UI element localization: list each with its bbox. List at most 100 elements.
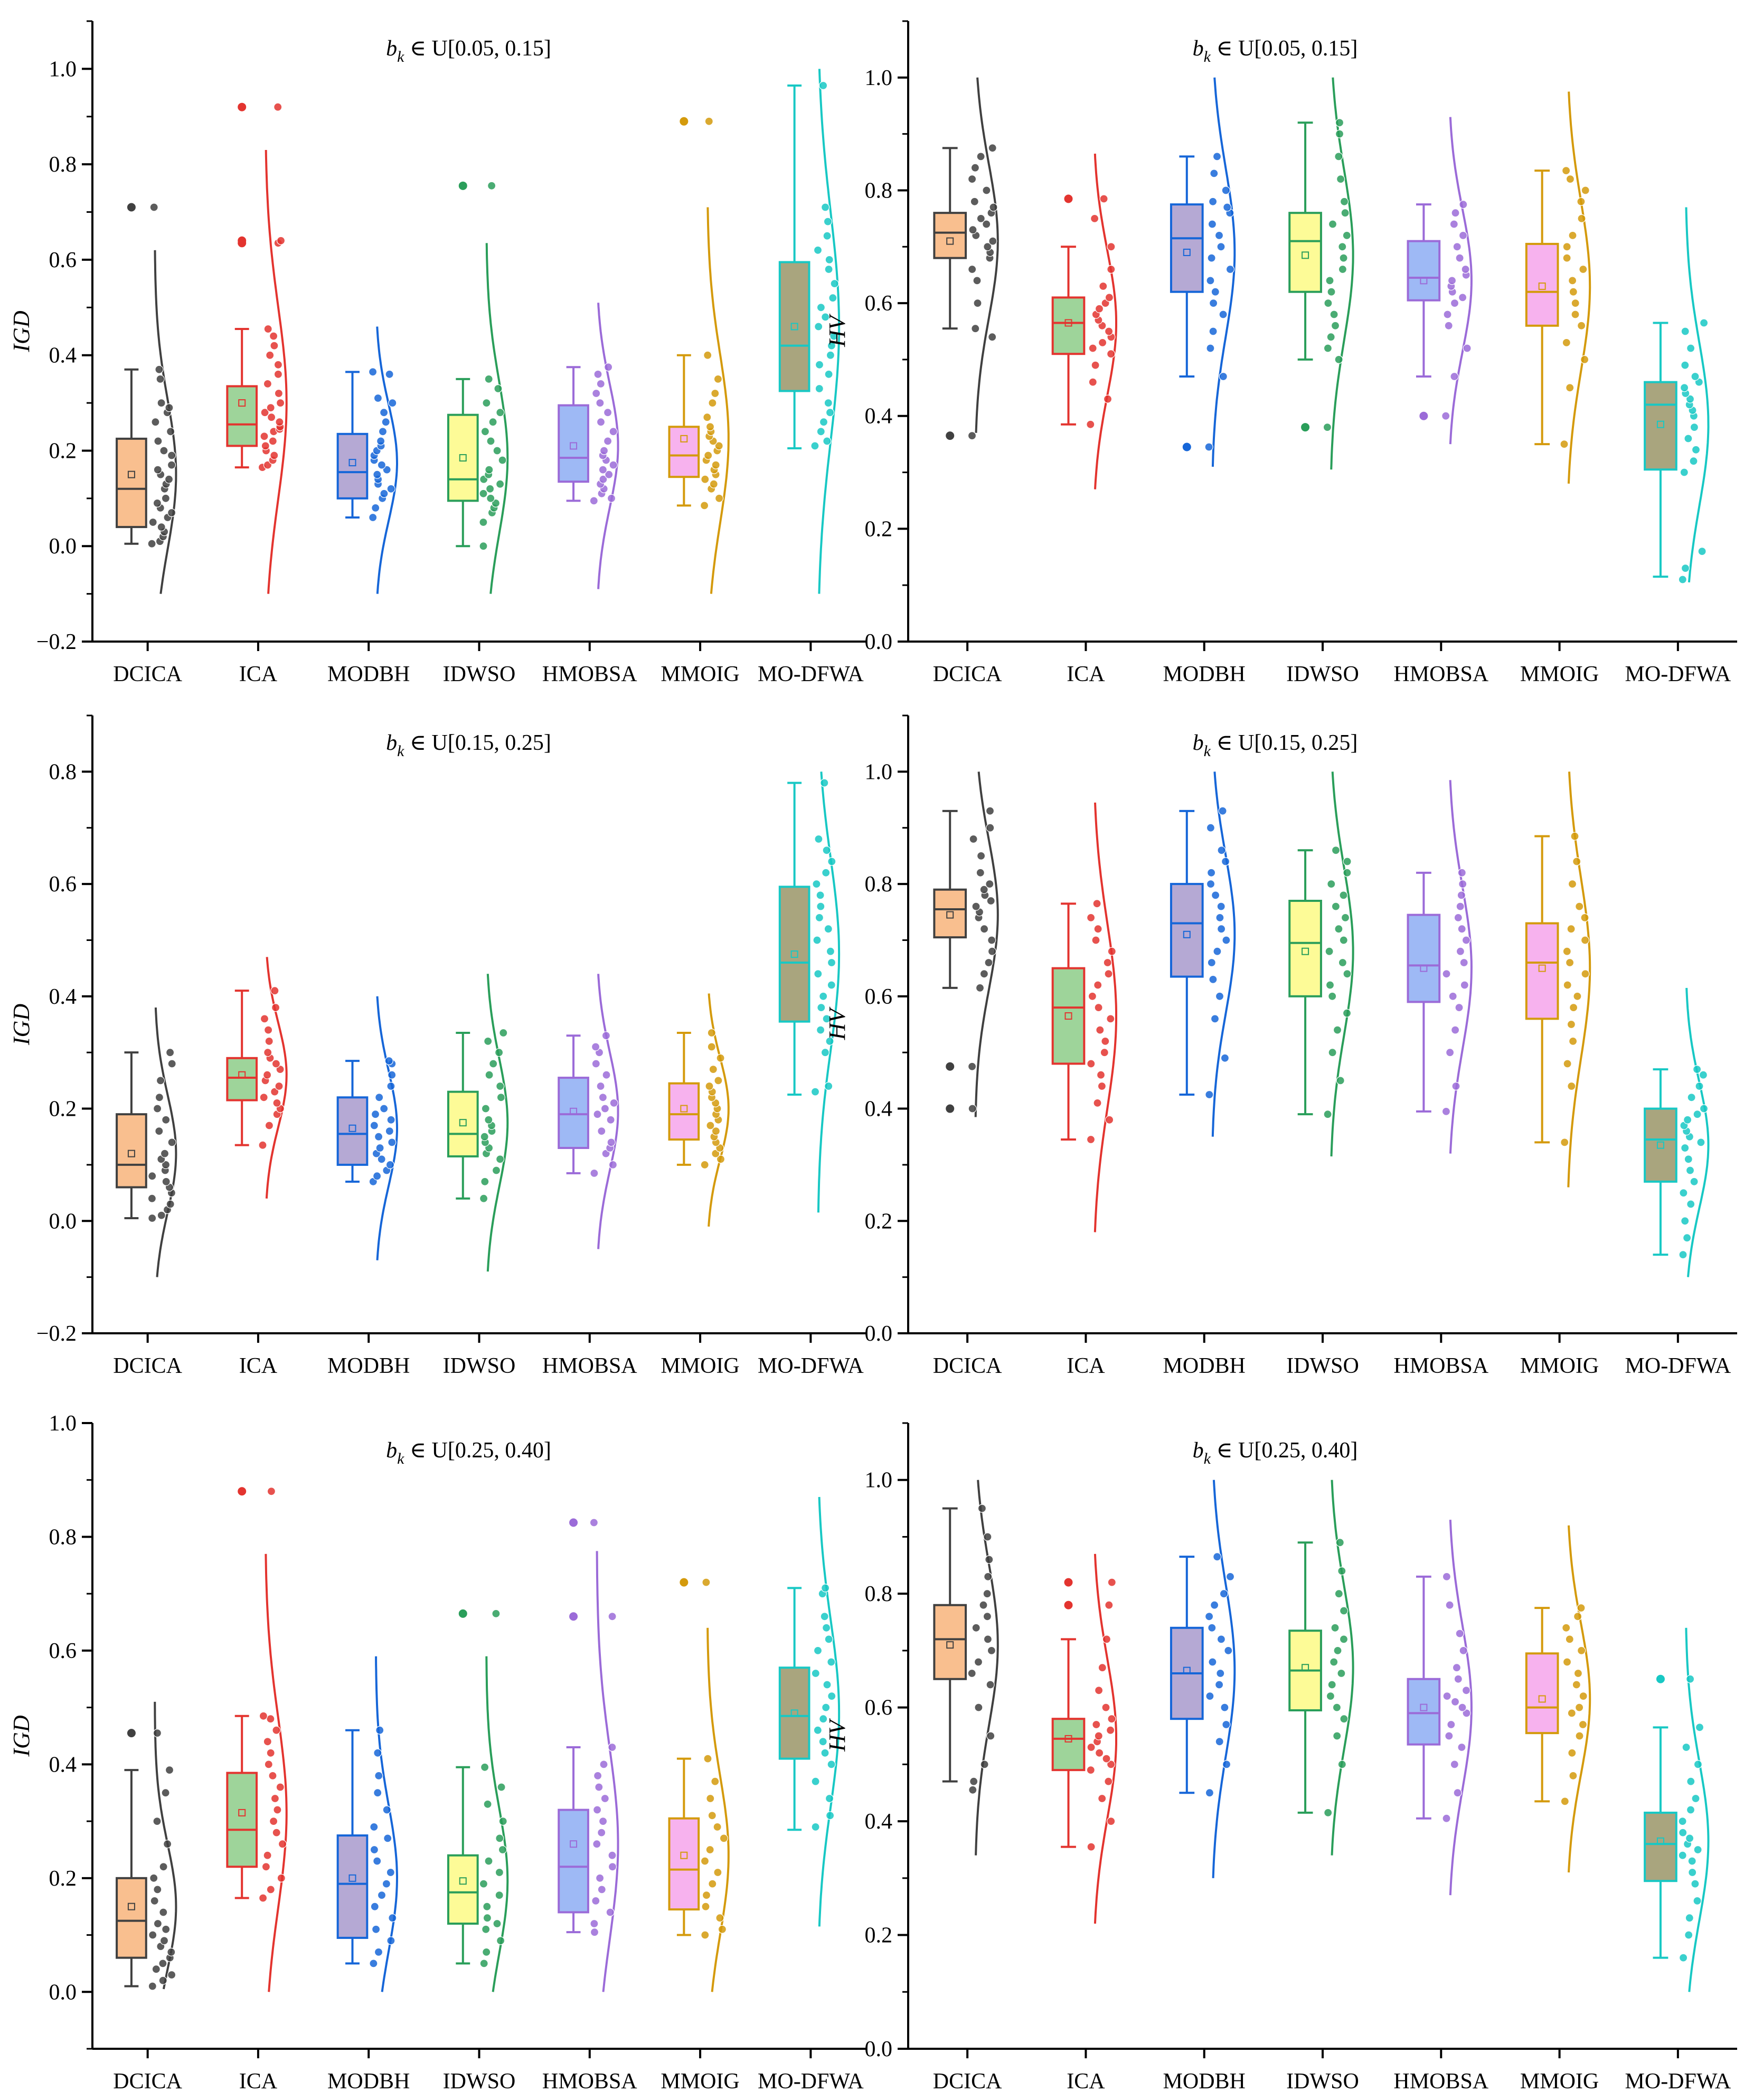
mean-marker [459,1119,467,1127]
mean-marker [1302,251,1309,259]
panel-3: −0.2 0.0 0.2 0.4 0.6 0.8 IGD bk ∈ U[0.15, 0.25]… [8,714,866,1378]
data-point [1208,220,1217,229]
data-point [482,398,491,408]
title-subscript: k [1204,1450,1211,1467]
data-point [1679,1250,1688,1259]
data-point [608,1851,617,1860]
title-relation: ∈ U [404,1438,447,1463]
data-point [484,374,493,384]
data-point [1088,992,1097,1001]
data-point [1334,355,1343,364]
data-point [259,1093,268,1102]
series-idwso: IDWSO [443,1609,515,2094]
data-point [814,322,823,331]
data-point [1209,327,1218,336]
data-point [1566,958,1575,967]
density-curve [706,207,730,594]
data-point [597,1885,606,1894]
data-point [1090,214,1099,223]
density-curve [975,77,999,433]
data-point [976,868,985,877]
data-point [1105,293,1114,302]
mean-marker [570,1107,578,1115]
data-point [1457,1743,1466,1752]
data-point [1443,1692,1451,1701]
data-point [1334,152,1343,161]
data-point [1092,899,1101,908]
density-curve [1685,1627,1710,1992]
data-point [982,220,991,229]
y-tick-label: 0.6 [49,248,77,272]
series-mo-dfwa: MO-DFWA [758,1496,864,2094]
outlier-point [127,203,136,212]
y-tick-label: 1.0 [865,1468,893,1493]
data-point [1580,355,1589,364]
data-point [1324,1808,1333,1817]
series-modbh: MODBH [1163,771,1246,1378]
data-point [1577,321,1586,330]
data-point [1206,344,1215,353]
data-point [379,408,389,417]
data-point [711,460,720,469]
density-curve [597,974,619,1249]
data-point [1088,378,1097,387]
data-point [167,1138,176,1147]
data-point [157,1211,166,1220]
mean-marker [1420,1703,1428,1711]
data-point [601,1031,611,1040]
data-point [278,1840,287,1849]
data-point [1691,372,1700,381]
data-point [1087,1842,1096,1851]
data-point [1571,310,1580,319]
data-point [1688,1857,1696,1866]
data-point [1325,947,1334,956]
data-point [821,1748,829,1757]
x-tick-label: MMOIG [661,662,739,686]
data-point [1569,1003,1578,1012]
outlier-point [1301,423,1310,432]
data-point [1680,468,1689,477]
data-point [155,1093,164,1102]
data-point [167,451,176,460]
data-point [1463,344,1472,353]
data-point [1566,175,1575,184]
data-point [1206,823,1215,832]
density-curve [818,69,841,594]
data-point [1103,958,1112,967]
data-point [704,117,713,126]
mean-marker [1183,1666,1191,1674]
data-point [483,1902,492,1911]
data-point [495,1868,504,1877]
data-point [1458,293,1467,302]
data-point [1337,1567,1346,1576]
y-axis-title: HV [824,313,850,347]
data-point [369,513,378,522]
density-curve [1568,1525,1591,1873]
y-tick-label: 0.4 [865,1810,893,1834]
data-point [591,1042,600,1051]
outlier-point [127,1729,136,1738]
data-point [150,1896,159,1905]
data-point [385,1127,394,1136]
data-point [595,1783,604,1792]
data-point [1094,1003,1103,1012]
data-point [810,1087,820,1096]
x-tick-label: MO-DFWA [758,1354,864,1378]
mean-marker [1302,947,1309,955]
data-point [275,418,284,427]
title-symbol: b [1193,36,1204,61]
iqr-box [447,413,479,502]
data-point [976,214,985,223]
data-point [167,1059,176,1068]
data-point [598,465,608,474]
title-symbol: b [386,1438,397,1463]
data-point [1104,1777,1113,1786]
mean-marker [238,1809,246,1816]
data-point [824,398,833,408]
data-point [823,231,832,240]
data-point [1678,1817,1687,1826]
data-point [593,370,602,379]
data-point [272,1098,281,1107]
title-range: 0.05, 0.15 [455,36,544,61]
data-point [1458,1703,1467,1712]
